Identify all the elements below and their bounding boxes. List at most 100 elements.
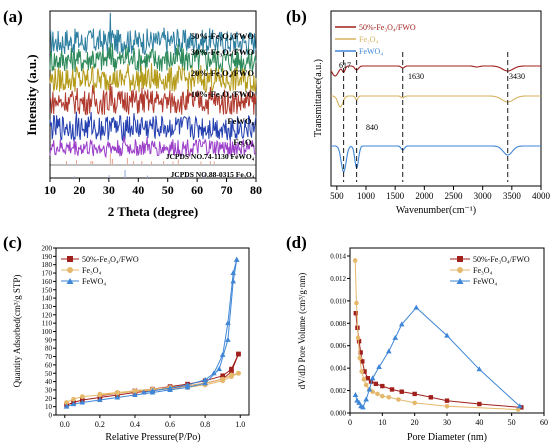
psd-point <box>358 350 363 355</box>
isotherm-point <box>79 399 86 405</box>
psd-point <box>444 398 450 403</box>
d-x-tick-label: 10 <box>378 418 386 427</box>
psd-point <box>412 391 417 397</box>
d-y-tick-label: 0.008 <box>330 320 346 328</box>
panel-b-x-axis-label: Wavenumber(cm⁻¹) <box>396 205 476 216</box>
psd-point <box>360 359 365 364</box>
psd-point <box>352 258 358 263</box>
trace-label-30: 30%-Fe₃O₄/FWO <box>191 47 255 57</box>
psd-point <box>361 377 367 382</box>
panel-c-isotherm: (c) 50%-Fe₃O₄/FWO Fe₃O₄ FeWO₄ 0.0 0.2 0.4 0… <box>3 233 250 443</box>
legend-label-50: 50%-Fe₃O₄/FWO <box>359 23 416 32</box>
isotherm-point <box>184 381 191 387</box>
isotherm-point <box>114 394 121 400</box>
annotation-840: 840 <box>366 123 378 132</box>
psd-point <box>398 321 405 327</box>
trace-label-10: 10%-Fe₃O₄/FWO <box>191 89 255 99</box>
psd-point <box>399 389 404 394</box>
c-y-tick-label: 30 <box>45 386 53 394</box>
panel-d-x-ticks: 0 10 20 30 40 50 60 <box>348 413 548 427</box>
psd-point <box>375 391 380 397</box>
ref-label-fe3o4: JCPDS NO.88-0315 Fe₃O₄ <box>171 170 255 179</box>
c-y-tick-label: 10 <box>45 403 53 411</box>
panel-c-y-ticks: 0102030405060708090100110120130140150160… <box>42 245 56 420</box>
psd-point <box>366 386 373 392</box>
isotherm-point <box>229 372 234 378</box>
d-x-tick-label: 0 <box>348 418 352 427</box>
panel-d-series <box>352 258 524 412</box>
c-x-tick-label: 0.0 <box>60 420 70 429</box>
panel-a-xrd: (a) 50%-Fe₃O₄/FWO 30%-Fe₃O₄/FWO 20%-Fe₃O… <box>3 7 262 219</box>
b-x-tick-label: 2500 <box>445 191 464 201</box>
isotherm-point <box>70 401 77 407</box>
d-legend-label-fe3o4: Fe₃O₄ <box>473 266 493 275</box>
isotherm-point <box>63 403 70 409</box>
c-y-tick-label: 90 <box>45 336 53 344</box>
a-x-tick-label: 60 <box>191 183 203 197</box>
d-x-tick-label: 20 <box>411 418 419 427</box>
psd-point <box>376 364 382 370</box>
isotherm-point <box>229 369 234 374</box>
panel-b-ftir: (b) 50%-Fe₃O₄/FWO Fe₃O₄ FeWO₄ 617 840 16… <box>286 7 550 216</box>
d-x-tick-label: 60 <box>540 418 548 427</box>
psd-point <box>444 332 450 338</box>
isotherm-point <box>64 400 69 405</box>
isotherm-point <box>97 396 103 402</box>
panel-a-y-axis-label: Intensity (a.u.) <box>24 54 39 135</box>
b-x-tick-label: 2000 <box>415 191 434 201</box>
psd-point <box>516 403 523 409</box>
isotherm-point <box>115 390 120 395</box>
c-x-tick-label: 0.2 <box>95 420 105 429</box>
d-x-tick-label: 30 <box>443 418 451 427</box>
legend-label-fe3o4: Fe₃O₄ <box>359 35 379 44</box>
isotherm-point <box>230 270 237 276</box>
d-x-tick-label: 50 <box>508 418 516 427</box>
c-y-tick-label: 130 <box>42 303 53 311</box>
panel-b-x-ticks: 500 1000 1500 2000 2500 3000 3500 4000 <box>330 186 550 201</box>
d-y-tick-label: 0.010 <box>330 297 346 305</box>
psd-point <box>477 401 482 407</box>
psd-point <box>412 400 417 406</box>
panel-b-legend: 50%-Fe₃O₄/FWO Fe₃O₄ FeWO₄ <box>335 23 416 56</box>
isotherm-point <box>225 320 231 326</box>
d-y-tick-label: 0.012 <box>330 275 346 283</box>
a-x-tick-label: 30 <box>103 183 115 197</box>
isotherm-line <box>66 259 238 408</box>
c-x-tick-label: 1.0 <box>235 420 245 429</box>
psd-point <box>356 399 362 405</box>
psd-point <box>363 396 369 402</box>
isotherm-line <box>143 259 238 393</box>
psd-point <box>369 375 376 381</box>
c-legend-label-fe3o4: Fe₃O₄ <box>82 266 102 275</box>
psd-point <box>355 335 361 341</box>
psd-point <box>352 392 359 398</box>
trace-fewo4 <box>49 111 257 143</box>
annotation-1630: 1630 <box>408 72 424 81</box>
panel-c-x-axis-label: Relative Pressure(P/Po) <box>105 432 200 443</box>
c-y-tick-label: 160 <box>42 278 53 286</box>
d-y-tick-label: 0.014 <box>330 253 346 261</box>
ftir-trace-50 <box>330 65 541 77</box>
annotation-617: 617 <box>339 61 351 70</box>
panel-a-traces <box>49 12 257 178</box>
isotherm-point <box>219 351 226 357</box>
psd-point <box>365 376 370 381</box>
psd-point <box>444 403 450 409</box>
c-x-tick-label: 0.6 <box>165 420 175 429</box>
panel-b-band-markers <box>343 52 509 182</box>
c-y-tick-label: 120 <box>42 311 53 319</box>
b-x-tick-label: 3500 <box>503 191 522 201</box>
c-legend-label-50: 50%-Fe₃O₄/FWO <box>82 255 139 264</box>
psd-point <box>476 366 483 372</box>
c-y-tick-label: 0 <box>49 412 53 420</box>
panel-b-plot-frame <box>330 10 542 187</box>
c-x-tick-label: 0.4 <box>130 420 140 429</box>
c-y-tick-label: 170 <box>42 270 53 278</box>
panel-c-legend: 50%-Fe₃O₄/FWO Fe₃O₄ FeWO₄ <box>61 255 139 286</box>
c-y-tick-label: 100 <box>42 328 53 336</box>
ftir-trace-fe3o4 <box>331 95 541 108</box>
c-y-tick-label: 20 <box>45 395 53 403</box>
panel-a-x-axis-label: 2 Theta (degree) <box>108 204 199 219</box>
isotherm-point <box>220 376 226 382</box>
psd-point <box>386 395 392 400</box>
